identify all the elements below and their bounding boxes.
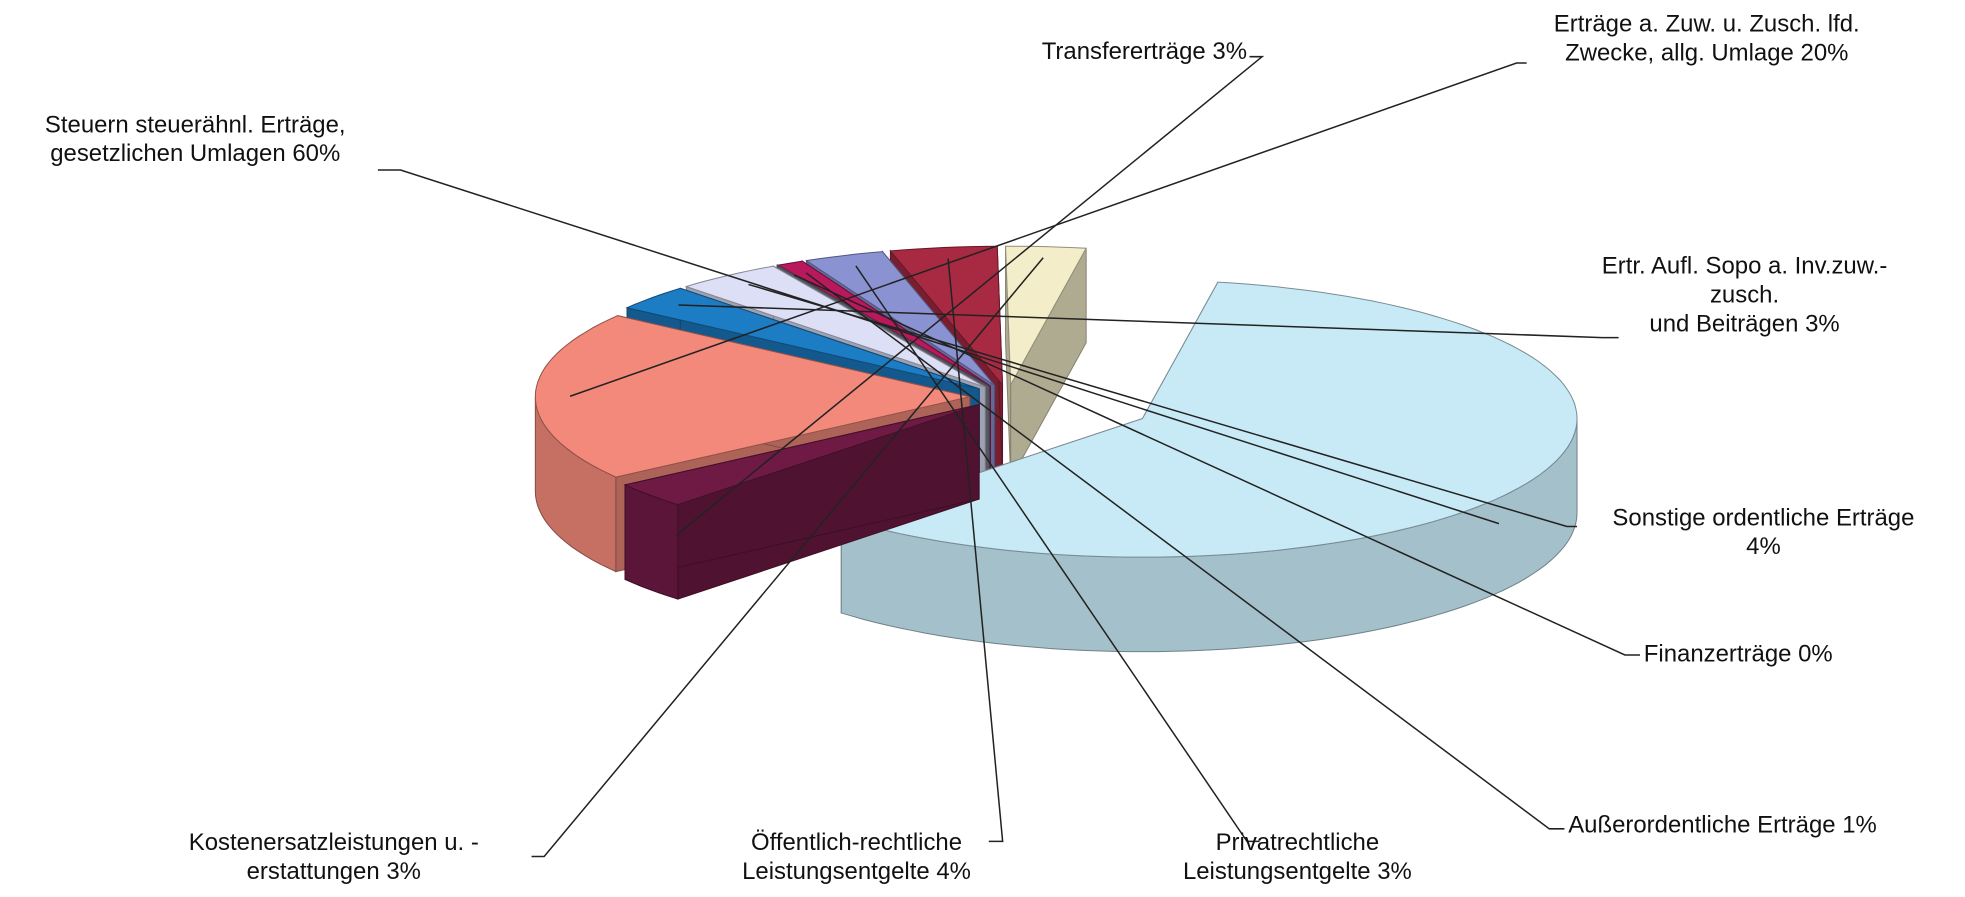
leader-line [377, 169, 1500, 525]
leader-line [855, 265, 1260, 843]
slice-label: Steuern steuerähnl. Erträge, gesetzliche… [13, 111, 378, 169]
value-label: 4% [936, 859, 971, 886]
leader-line [805, 272, 1565, 830]
leader-line [678, 304, 1619, 339]
value-label: 3% [386, 859, 421, 886]
category-label: Kostenersatzleistungen u. - erstattungen [188, 830, 479, 886]
leader-line [531, 257, 1044, 858]
category-label: Erträge a. Zuw. u. Zusch. lfd. Zwecke, a… [1553, 11, 1860, 67]
value-label: 60% [292, 141, 341, 168]
slice-label: Öffentlich-rechtliche Leistungsentgelte … [693, 829, 1020, 887]
leader-line [748, 283, 1578, 528]
slice-top [625, 287, 980, 390]
slice-top [805, 251, 995, 386]
slice [839, 281, 1578, 653]
value-label: 1% [1842, 812, 1877, 839]
value-label: 4% [1746, 534, 1781, 561]
slice [623, 403, 980, 600]
value-label: 20% [1800, 40, 1849, 67]
slice-top [839, 281, 1578, 558]
slice-label: Finanzerträge 0% [1644, 640, 1946, 669]
slice-top [623, 404, 980, 506]
slice-label: Transfererträge 3% [957, 38, 1247, 67]
leader-line [569, 62, 1527, 397]
category-label: Transfererträge [1041, 39, 1206, 66]
value-label: 3% [1377, 859, 1412, 886]
category-label: Öffentlich-rechtliche Leistungsentgelte [742, 830, 963, 886]
leader-line [793, 274, 1640, 656]
leader-line [675, 55, 1265, 536]
value-label: 3% [1212, 39, 1248, 66]
category-label: Außerordentliche Erträge [1568, 812, 1836, 839]
slice-label: Außerordentliche Erträge 1% [1568, 811, 1958, 840]
category-label: Ertr. Aufl. Sopo a. Inv.zuw.- zusch. und… [1601, 253, 1888, 338]
slice-label: Ertr. Aufl. Sopo a. Inv.zuw.- zusch. und… [1549, 252, 1939, 339]
value-label: 0% [1798, 641, 1833, 668]
slice-top [534, 315, 971, 478]
value-label: 3% [1805, 311, 1840, 338]
slice-label: Kostenersatzleistungen u. - erstattungen… [126, 829, 542, 887]
category-label: Sonstige ordentliche Erträge [1612, 505, 1915, 532]
slice [1005, 245, 1087, 480]
leader-line [947, 258, 1004, 843]
category-label: Finanzerträge [1643, 641, 1792, 668]
category-label: Steuern steuerähnl. Erträge, gesetzliche… [44, 112, 346, 168]
slice-top [1005, 245, 1087, 387]
slice-label: Privatrechtliche Leistungsentgelte 3% [1134, 829, 1461, 887]
category-label: Privatrechtliche Leistungsentgelte [1182, 830, 1380, 886]
slice-label: Sonstige ordentliche Erträge 4% [1575, 504, 1953, 562]
slice-label: Erträge a. Zuw. u. Zusch. lfd. Zwecke, a… [1512, 10, 1902, 68]
